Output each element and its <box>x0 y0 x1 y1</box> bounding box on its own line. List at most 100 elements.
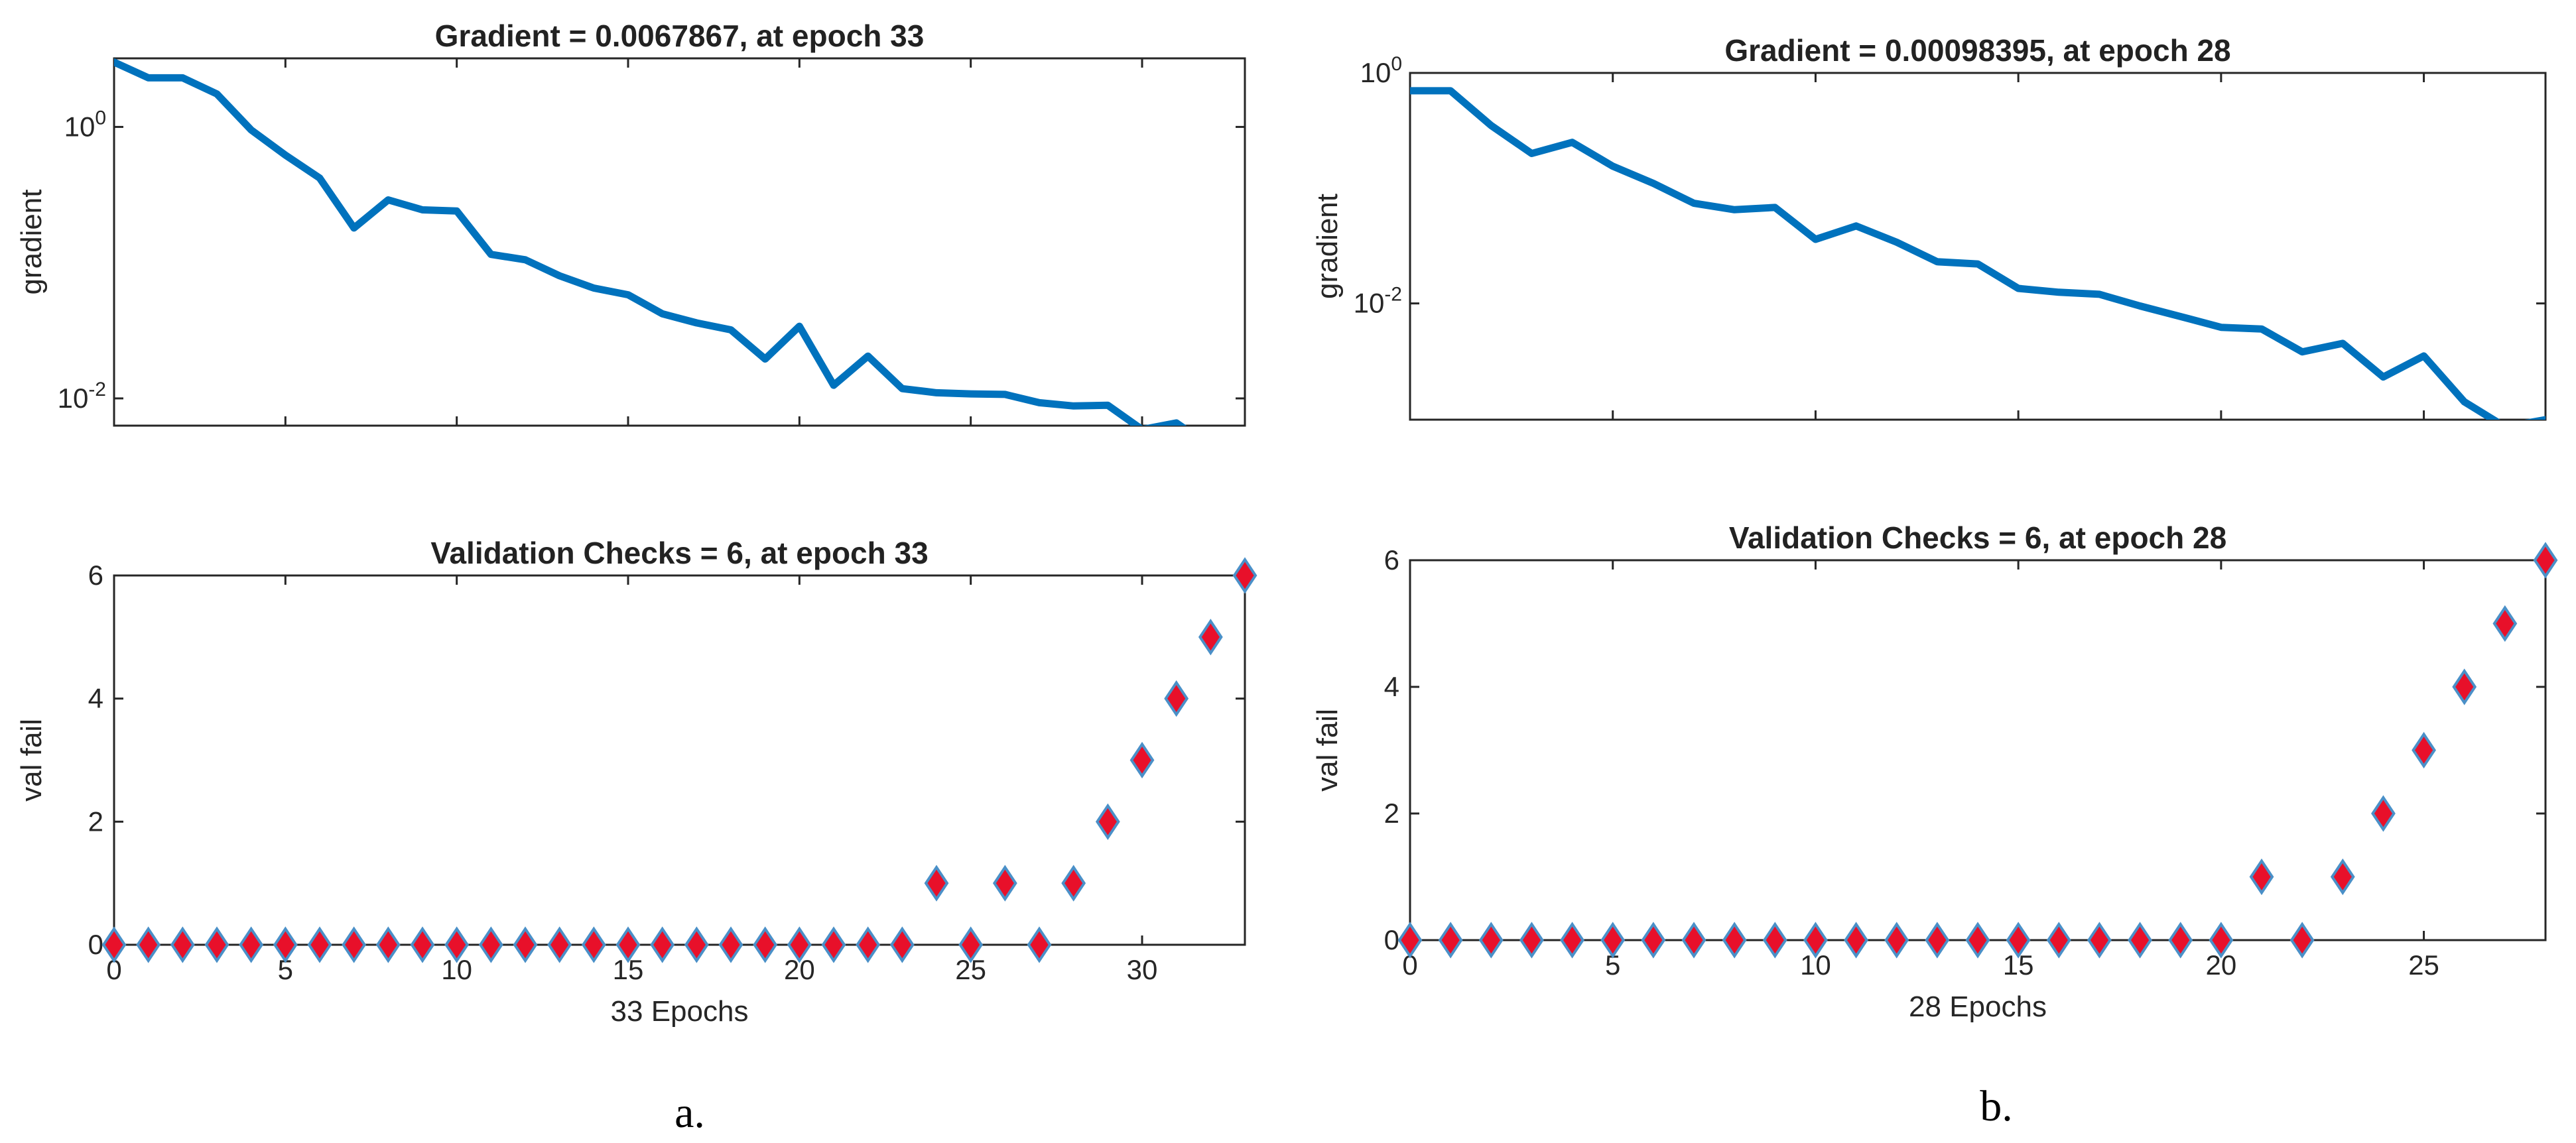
plot-frame <box>1409 559 2547 941</box>
y-tick-label: 0 <box>88 929 103 960</box>
val-fail-point <box>650 926 675 963</box>
val-fail-point <box>1560 922 1584 959</box>
plot-frame <box>113 574 1246 946</box>
val-fail-point <box>2046 922 2071 959</box>
val-fail-point <box>581 926 606 963</box>
y-tick-label: 6 <box>1384 544 1399 575</box>
val-fail-point <box>1164 680 1189 717</box>
y-tick-base: 10 <box>58 383 89 414</box>
y-axis-label: val fail <box>1311 709 1344 792</box>
val-fail-point <box>101 926 127 963</box>
chart-title: Gradient = 0.00098395, at epoch 28 <box>1724 33 2230 68</box>
gradient-series-line <box>1410 87 2545 420</box>
y-tick-exponent: 0 <box>95 107 106 129</box>
val-fail-point <box>958 926 984 963</box>
val-fail-point <box>170 926 195 963</box>
val-fail-point <box>1232 557 1257 594</box>
val-fail-point <box>1027 926 1052 963</box>
val-fail-point <box>1681 922 1707 959</box>
val-fail-point <box>2330 858 2355 896</box>
val-fail-point <box>513 926 538 963</box>
y-tick-label: 10-2 <box>1354 284 1402 319</box>
val-fail-point <box>2452 668 2477 705</box>
y-tick-label: 100 <box>1360 53 1402 88</box>
val-fail-point <box>889 926 915 963</box>
x-tick-label: 0 <box>106 954 121 985</box>
plot-frame <box>1409 72 2547 421</box>
x-tick-label: 25 <box>2408 949 2439 981</box>
val-fail-point <box>444 926 470 963</box>
val-fail-point <box>204 926 229 963</box>
chart-4: Validation Checks = 6, at epoch 280 5 10 15… <box>1311 520 2558 1130</box>
val-fail-point <box>410 926 435 963</box>
panel-label: b. <box>1980 1082 2013 1130</box>
val-fail-point <box>1803 922 1828 959</box>
val-fail-point <box>547 926 572 963</box>
val-fail-point <box>1641 922 1666 959</box>
y-tick-label: 4 <box>1384 671 1399 702</box>
val-fail-point <box>2128 922 2152 959</box>
val-fail-point <box>924 865 949 902</box>
val-fail-point <box>2087 922 2112 959</box>
val-fail-point <box>2209 922 2234 959</box>
y-tick-exponent: -2 <box>88 379 106 400</box>
val-fail-point <box>1844 922 1868 959</box>
val-fail-point <box>2289 922 2315 959</box>
y-axis-label: val fail <box>15 719 48 802</box>
val-fail-point <box>2249 858 2274 896</box>
val-fail-point <box>1600 922 1626 959</box>
chart-title: Validation Checks = 6, at epoch 33 <box>430 536 928 570</box>
chart-title: Validation Checks = 6, at epoch 28 <box>1729 520 2226 555</box>
panel-label: a. <box>675 1089 705 1137</box>
chart-2: Validation Checks = 6, at epoch 330 5 10 15… <box>15 536 1257 1137</box>
val-fail-point <box>2006 922 2031 959</box>
val-fail-point <box>753 926 778 963</box>
y-tick-base: 10 <box>1354 288 1385 319</box>
y-tick-label: 2 <box>88 806 103 837</box>
y-tick-exponent: -2 <box>1384 284 1402 306</box>
y-tick-base: 10 <box>1360 57 1391 88</box>
x-axis-label: 33 Epochs <box>611 995 749 1028</box>
val-fail-point <box>2168 922 2193 959</box>
val-fail-point <box>1884 922 1909 959</box>
val-fail-point <box>273 926 298 963</box>
val-fail-point <box>821 926 846 963</box>
val-fail-point <box>2371 795 2396 832</box>
val-fail-point <box>342 926 367 963</box>
val-fail-point <box>2492 605 2518 642</box>
val-fail-point <box>1129 741 1155 779</box>
val-fail-point <box>1478 922 1504 959</box>
val-fail-point <box>1095 803 1120 840</box>
gradient-series-line <box>114 58 1187 426</box>
val-fail-point <box>1762 922 1787 959</box>
val-fail-point <box>615 926 641 963</box>
val-fail-point <box>718 926 743 963</box>
y-tick-label: 100 <box>64 107 106 142</box>
chart-3: Gradient = 0.00098395, at epoch 2810010-… <box>1311 33 2547 421</box>
val-fail-point <box>307 926 332 963</box>
val-fail-point <box>856 926 881 963</box>
val-fail-point <box>684 926 709 963</box>
y-tick-label: 4 <box>88 683 103 714</box>
val-fail-point <box>2412 731 2436 769</box>
val-fail-point <box>1061 865 1086 902</box>
x-tick-label: 30 <box>1127 954 1158 985</box>
y-tick-label: 0 <box>1384 924 1399 955</box>
val-fail-point <box>992 865 1017 902</box>
val-fail-point <box>1438 922 1463 959</box>
y-tick-base: 10 <box>64 111 96 142</box>
y-axis-label: gradient <box>1311 194 1344 299</box>
val-fail-point <box>1397 922 1423 959</box>
val-fail-point <box>478 926 503 963</box>
val-fail-point <box>1965 922 1990 959</box>
val-fail-point <box>1198 619 1223 656</box>
x-tick-label: 0 <box>1402 949 1417 981</box>
y-axis-label: gradient <box>15 189 48 294</box>
x-tick-label: 5 <box>278 954 293 985</box>
y-tick-exponent: 0 <box>1391 53 1402 75</box>
x-tick-label: 5 <box>1605 949 1620 981</box>
plot-frame <box>113 57 1246 427</box>
val-fail-point <box>136 926 161 963</box>
val-fail-point <box>239 926 264 963</box>
